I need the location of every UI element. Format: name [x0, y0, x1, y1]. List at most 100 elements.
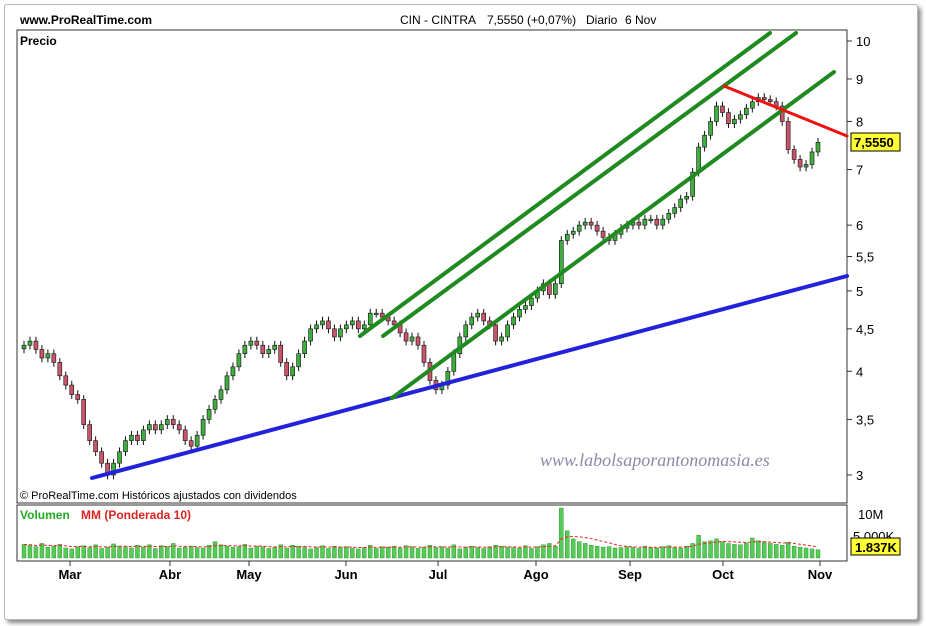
candle-body — [803, 164, 809, 168]
volume-bar — [720, 541, 725, 559]
candle-body — [129, 434, 134, 441]
candle-body — [469, 316, 475, 326]
volume-bar — [326, 548, 331, 559]
candle-body — [421, 344, 427, 363]
candle-body — [153, 424, 158, 431]
volume-bar — [541, 544, 546, 559]
candle-body — [81, 399, 86, 425]
candle-body — [451, 353, 457, 372]
volume-bar — [153, 548, 158, 559]
volume-bar — [212, 541, 218, 559]
volume-bar — [803, 547, 809, 559]
volume-bar — [248, 547, 254, 559]
candle-body — [135, 434, 140, 441]
volume-bar — [368, 545, 373, 559]
candle-body — [272, 344, 278, 350]
support-line — [90, 274, 849, 480]
volume-bar — [188, 545, 194, 559]
candle-body — [218, 389, 224, 400]
volume-bar — [672, 546, 677, 559]
candle-body — [182, 429, 188, 441]
candle-body — [403, 332, 409, 342]
volume-bar — [81, 545, 86, 559]
x-axis-labels: Mar Abr May Jun Jul Ago Sep Oct Nov — [58, 561, 833, 582]
volume-bar — [200, 547, 206, 559]
candle-body — [242, 344, 248, 355]
x-tick-label: Jun — [334, 567, 357, 582]
candle-body — [785, 121, 791, 150]
candle-body — [176, 424, 182, 431]
volume-bar — [182, 546, 188, 559]
candle-body — [21, 344, 27, 350]
candle-body — [230, 366, 236, 377]
x-tick-label: Ago — [523, 567, 548, 582]
site-label[interactable]: www.ProRealTime.com — [19, 13, 152, 27]
candle-body — [111, 462, 116, 476]
volume-bar — [481, 548, 486, 559]
volume-bar — [409, 546, 415, 559]
candle-body — [164, 419, 170, 425]
candle-body — [123, 440, 128, 453]
watermark: www.labolsaporantonomasia.es — [540, 450, 770, 470]
volume-bar — [797, 546, 803, 559]
volume-bar — [577, 541, 582, 559]
candle-body — [147, 424, 152, 431]
candle-body — [690, 171, 695, 197]
volume-bar — [726, 543, 731, 559]
current-volume-label: 1.837K — [855, 540, 898, 555]
volume-bar — [738, 544, 743, 559]
candle-body — [720, 105, 725, 113]
volume-bar — [105, 546, 110, 559]
candle-body — [576, 224, 582, 232]
current-price-label: 7,5550 — [854, 135, 894, 150]
candle-body — [684, 195, 689, 200]
volume-bar — [678, 547, 683, 559]
volume-bar — [785, 541, 791, 559]
volume-bar — [177, 547, 182, 559]
candle-body — [278, 344, 284, 363]
candle-body — [194, 434, 200, 447]
volume-bar — [284, 547, 289, 559]
volume-bar — [27, 545, 33, 559]
candle-body — [463, 324, 469, 338]
volume-bar — [75, 546, 80, 559]
price-tick-label: 5,5 — [856, 250, 874, 265]
volume-bar — [242, 544, 248, 559]
volume-bar — [33, 546, 39, 559]
volume-bar — [624, 546, 630, 559]
volume-bar — [290, 545, 295, 559]
candle-body — [588, 221, 594, 226]
volume-bar — [475, 547, 480, 559]
candle-body — [511, 316, 516, 326]
candle-body — [117, 451, 122, 464]
candle-body — [767, 99, 773, 103]
volume-bar — [809, 548, 815, 559]
volume-bar — [320, 545, 325, 559]
date-label: 6 Nov — [625, 13, 656, 27]
volume-bar — [141, 546, 146, 559]
volume-bar — [63, 547, 68, 559]
volume-bar — [594, 545, 600, 559]
volume-bar — [445, 547, 451, 559]
volume-bar — [511, 547, 516, 559]
candle-body — [45, 353, 51, 359]
volume-bar — [451, 544, 457, 559]
volume-bar — [774, 544, 779, 559]
volume-bar — [123, 546, 128, 559]
price-tick-label: 9 — [856, 72, 863, 87]
volume-bar — [600, 546, 606, 559]
x-tick-label: Jul — [429, 567, 448, 582]
candle-body — [744, 107, 749, 116]
candle-body — [445, 370, 451, 386]
volume-bar — [230, 546, 236, 559]
volume-bar — [517, 547, 522, 559]
volume-bar — [433, 547, 439, 559]
header-bar — [13, 11, 904, 28]
candle-body — [170, 419, 176, 425]
candle-body — [791, 149, 797, 160]
volume-bar — [129, 547, 134, 559]
volume-bar — [147, 544, 152, 559]
volume-bar — [696, 535, 701, 559]
quote-label: 7,5550 (+0,07%) — [487, 13, 576, 27]
